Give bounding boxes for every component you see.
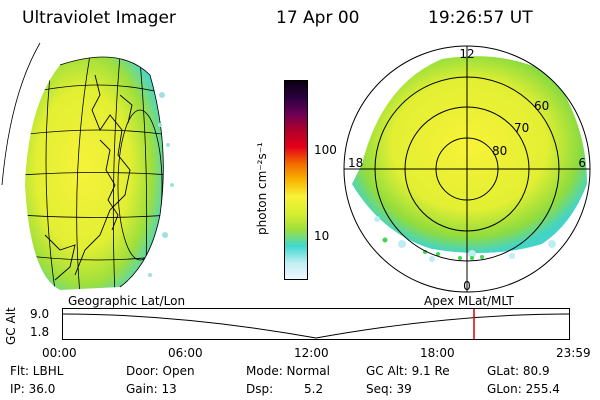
mlt-label-0: 0 (463, 279, 471, 293)
alt-tick-low: 1.8 (30, 325, 50, 339)
mlat-label-60: 60 (534, 99, 549, 113)
colorbar-tick-10: 10 (314, 229, 330, 243)
door-info: Door: Open (126, 364, 195, 378)
geographic-panel-label: Geographic Lat/Lon (68, 294, 186, 308)
polar-dots (382, 237, 484, 260)
mlat-label-70: 70 (514, 121, 529, 135)
time-tick-1200: 12:00 (294, 346, 329, 360)
gain-info: Gain: 13 (126, 382, 177, 396)
gc-alt-info: GC Alt: 9.1 Re (366, 364, 450, 378)
mlt-label-18: 18 (348, 156, 363, 170)
intensity-colorbar (284, 80, 308, 280)
time-tick-0000: 00:00 (42, 346, 77, 360)
glat-info: GLat: 80.9 (487, 364, 550, 378)
earth-limb (59, 56, 164, 288)
polar-mlat-mlt-plot: 12 18 6 0 60 70 80 (343, 45, 591, 293)
filter-info: Flt: LBHL (10, 364, 64, 378)
globe-outer-ring (1, 42, 41, 186)
polar-aurora-fill (352, 56, 587, 254)
time-tick-0600: 06:00 (168, 346, 203, 360)
mlt-label-12: 12 (459, 47, 474, 61)
ip-info: IP: 36.0 (10, 382, 56, 396)
apex-panel-label: Apex MLat/MLT (424, 294, 514, 308)
polar-speckle (374, 216, 556, 262)
dsp-value: 5.2 (304, 382, 324, 396)
colorbar-unit-label: photon cm⁻²s⁻¹ (255, 142, 269, 235)
gc-alt-axis-label: GC Alt (4, 307, 18, 345)
imager-title: Ultraviolet Imager (22, 8, 176, 28)
mlat-label-80: 80 (492, 144, 507, 158)
time-tick-2359: 23:59 (556, 346, 591, 360)
time-tick-1800: 18:00 (420, 346, 455, 360)
glon-info: GLon: 255.4 (487, 382, 560, 396)
mode-info: Mode: Normal (246, 364, 330, 378)
coastline-outlines (44, 74, 133, 281)
mlt-label-6: 6 (578, 156, 586, 170)
colorbar-tick-100: 100 (314, 143, 337, 157)
geographic-image (1, 42, 174, 290)
polar-grid (343, 45, 591, 293)
seq-info: Seq: 39 (366, 382, 412, 396)
altitude-timeline (62, 308, 570, 340)
alt-tick-high: 9.0 (30, 307, 50, 321)
observation-date: 17 Apr 00 (276, 8, 360, 28)
globe-aurora-fill (25, 57, 164, 290)
edge-speckle (148, 92, 174, 277)
dsp-label: Dsp: (246, 382, 274, 396)
altitude-curve (62, 313, 570, 339)
observation-time: 19:26:57 UT (428, 8, 533, 28)
